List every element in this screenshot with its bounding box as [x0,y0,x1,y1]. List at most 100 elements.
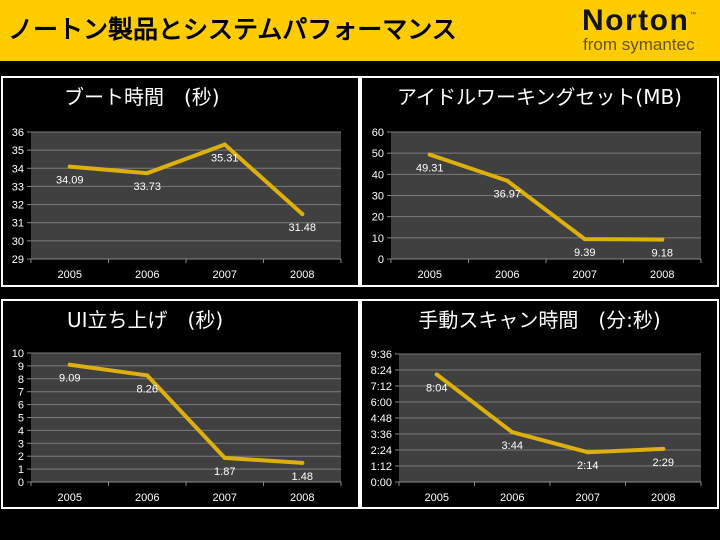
chart-title: アイドルワーキングセット(MB) [397,85,682,109]
y-tick-label: 33 [12,181,24,193]
manual-scan-time-chart: 0:00 1:12 2:24 3:36 4:48 6:00 7:12 8:24 9:36 2005… [371,349,702,504]
y-tick-label: 31 [12,218,24,230]
y-tick-label: 35 [12,145,24,157]
y-tick-label: 0 [18,477,24,489]
logo-tagline: from symantec [583,35,695,54]
slide-title: ノートン製品とシステムパフォーマンス [8,15,457,44]
data-point [145,171,150,176]
chart-title: UI立ち上げ (秒) [67,308,224,332]
data-point [427,152,432,157]
data-label: 35.31 [211,153,239,165]
y-tick-label: 32 [12,200,24,212]
y-tick-label: 60 [372,127,384,139]
y-tick-label: 9 [18,361,24,373]
y-tick-label: 4 [18,425,24,437]
norton-logo: Norton ™ from symantec [582,4,712,58]
series-line [427,152,665,242]
data-point [661,446,666,451]
series-line [434,372,666,455]
y-tick-label: 1 [18,464,24,476]
x-tick-label: 2006 [135,269,159,281]
y-tick-label: 2:24 [371,445,392,457]
data-label: 2:29 [653,457,674,469]
plot-area [31,132,341,259]
data-label: 2:14 [577,460,598,472]
y-tick-label: 8 [18,374,24,386]
y-tick-label: 30 [12,236,24,248]
x-tick-label: 2007 [573,269,597,281]
data-point [660,237,665,242]
y-tick-label: 3:36 [371,429,392,441]
data-label: 49.31 [416,163,444,175]
data-label: 9.39 [574,247,595,259]
x-tick-label: 2005 [58,269,82,281]
chart-title: ブート時間 (秒) [64,85,220,109]
slide-header: ノートン製品とシステムパフォーマンス Norton ™ from symante… [0,0,720,61]
x-tick-label: 2008 [651,492,675,504]
y-tick-label: 34 [12,163,24,175]
x-tick-label: 2006 [495,269,519,281]
data-point [222,455,227,460]
data-label: 34.09 [56,175,84,187]
y-tick-label: 10 [372,233,384,245]
data-label: 9.18 [652,248,673,260]
chart-panel-ui-launch: 0 1 2 3 4 5 6 7 8 9 10 2005 2006 2007 2008 9.09 8.26 1.87… [1,299,360,509]
y-tick-label: 7:12 [371,381,392,393]
y-tick-label: 36 [12,127,24,139]
data-label: 8.26 [137,383,158,395]
logo-wordmark: Norton [582,4,690,37]
y-tick-label: 10 [12,348,24,360]
x-tick-label: 2005 [418,269,442,281]
y-tick-label: 0 [378,254,384,266]
trademark-symbol: ™ [690,12,696,18]
chart-title: 手動スキャン時間 (分:秒) [418,308,661,332]
x-tick-label: 2007 [576,492,600,504]
y-tick-label: 9:36 [371,349,392,361]
series-line [67,142,305,217]
data-label: 8:04 [426,382,447,394]
data-label: 33.73 [133,181,161,193]
x-tick-label: 2008 [290,492,314,504]
y-tick-label: 50 [372,148,384,160]
y-tick-label: 5 [18,413,24,425]
boot-time-chart: 29 30 31 32 33 34 35 36 2005 2006 2007 2008 34.09 33.… [12,127,342,281]
y-tick-label: 20 [372,212,384,224]
y-tick-label: 29 [12,254,24,266]
x-tick-label: 2006 [500,492,524,504]
data-label: 9.09 [59,373,80,385]
chart-panel-manual-scan-time: 0:00 1:12 2:24 3:36 4:48 6:00 7:12 8:24 9:36 2005… [360,299,719,509]
data-point [145,373,150,378]
y-tick-label: 40 [372,169,384,181]
data-point [585,450,590,455]
idle-working-set-chart: 0 10 20 30 40 50 60 2005 2006 2007 2008 49.31 36.97 9… [372,127,702,281]
y-tick-label: 1:12 [371,461,392,473]
data-label: 1.87 [214,466,235,478]
x-tick-label: 2005 [425,492,449,504]
data-label: 3:44 [502,440,523,452]
data-point [67,164,72,169]
y-tick-label: 6 [18,400,24,412]
data-label: 36.97 [493,189,521,201]
x-tick-label: 2007 [213,492,237,504]
y-tick-label: 4:48 [371,413,392,425]
data-point [300,460,305,465]
chart-panel-idle-working-set: 0 10 20 30 40 50 60 2005 2006 2007 2008 49.31 36.97 9… [360,76,719,287]
y-tick-label: 3 [18,438,24,450]
x-tick-label: 2007 [213,269,237,281]
data-point [582,237,587,242]
y-tick-label: 0:00 [371,477,392,489]
data-point [434,372,439,377]
y-tick-label: 8:24 [371,365,392,377]
x-tick-label: 2006 [135,492,159,504]
data-point [510,430,515,435]
y-tick-label: 30 [372,191,384,203]
series-line [67,362,305,465]
y-tick-label: 2 [18,451,24,463]
y-tick-label: 7 [18,387,24,399]
data-label: 1.48 [292,471,313,483]
data-point [67,362,72,367]
data-point [222,142,227,147]
x-tick-label: 2008 [650,269,674,281]
chart-panel-boot-time: 29 30 31 32 33 34 35 36 2005 2006 2007 2008 34.09 33.… [1,76,360,287]
data-point [300,212,305,217]
